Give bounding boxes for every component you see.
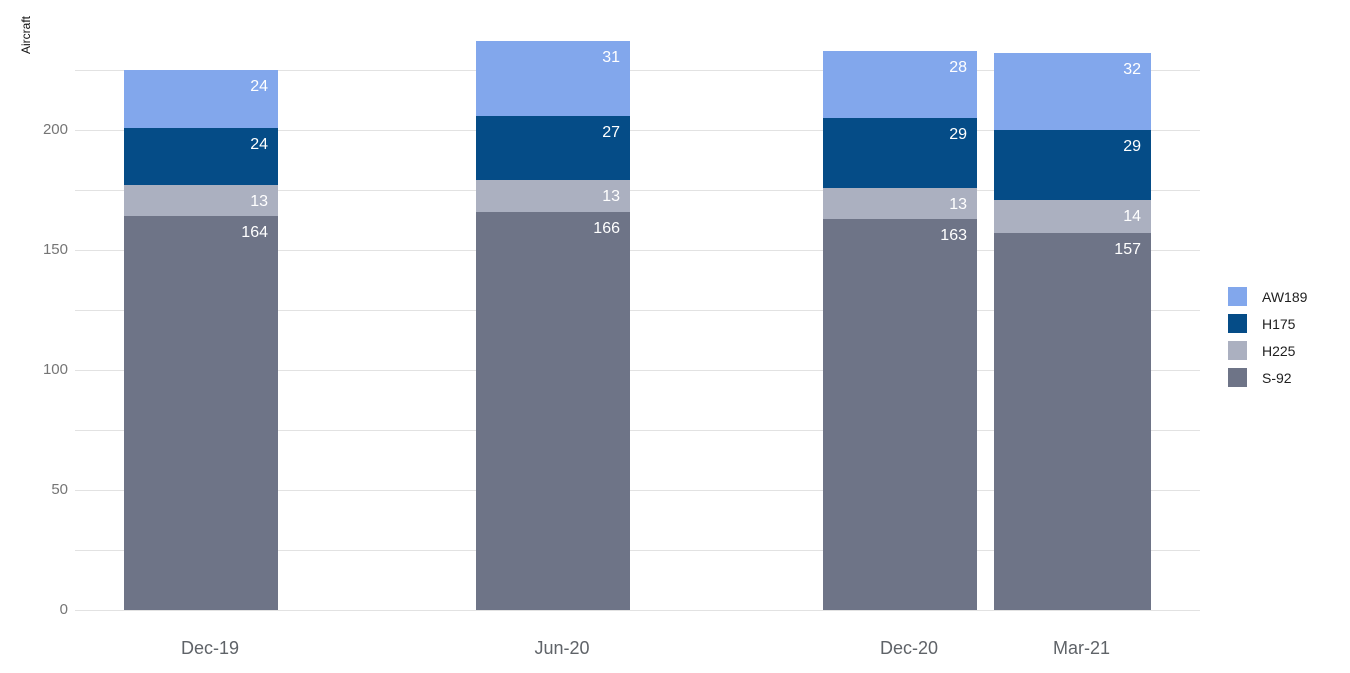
gridline xyxy=(75,370,1200,371)
legend-item: H225 xyxy=(1228,341,1307,360)
y-axis-tick-label: 50 xyxy=(51,481,68,498)
legend-swatch xyxy=(1228,287,1247,306)
y-axis-tick-label: 0 xyxy=(59,601,68,618)
legend-swatch xyxy=(1228,314,1247,333)
bar-value-label: 24 xyxy=(250,135,268,153)
bar-value-label: 24 xyxy=(250,78,268,95)
bar-segment: 29 xyxy=(994,130,1151,200)
y-axis-title: Aircraft xyxy=(19,15,33,54)
gridline xyxy=(75,130,1200,131)
bar-segment: 27 xyxy=(476,115,630,181)
bar-segment: 32 xyxy=(994,53,1151,130)
legend-swatch xyxy=(1228,341,1247,360)
gridline xyxy=(75,430,1200,431)
bar-value-label: 28 xyxy=(949,58,967,76)
bar-value-label: 29 xyxy=(1123,138,1141,155)
bar-value-label: 31 xyxy=(602,49,620,67)
legend-label: H225 xyxy=(1262,342,1296,359)
bar-value-label: 163 xyxy=(940,226,967,244)
x-axis-category-label: Jun-20 xyxy=(534,638,590,658)
gridline xyxy=(75,610,1200,611)
bar-segment: 28 xyxy=(823,50,977,118)
x-axis-category-label: Dec-19 xyxy=(180,638,240,658)
legend-label: H175 xyxy=(1262,315,1296,332)
y-axis-tick-label: 100 xyxy=(42,361,68,378)
bar-value-label: 27 xyxy=(602,123,620,141)
bar-value-label: 13 xyxy=(949,195,967,213)
legend: AW189 H175 H225 S-92 xyxy=(1228,287,1307,395)
bar-segment: 163 xyxy=(823,218,977,610)
legend-item: H175 xyxy=(1228,314,1307,333)
bar-segment: 13 xyxy=(476,180,630,212)
legend-swatch xyxy=(1228,368,1247,387)
x-axis-category-label: Dec-20 xyxy=(879,638,939,658)
gridline xyxy=(75,190,1200,191)
bar-segment: 24 xyxy=(124,127,278,186)
bar-segment: 164 xyxy=(124,216,278,610)
bar-segment: 29 xyxy=(823,118,977,188)
y-axis-tick-label: 200 xyxy=(42,121,68,138)
legend-label: AW189 xyxy=(1262,288,1308,305)
bar-segment: 14 xyxy=(994,199,1151,234)
y-axis-tick-label: 150 xyxy=(42,241,68,258)
gridline xyxy=(75,550,1200,551)
bar-value-label: 13 xyxy=(602,188,620,206)
bar-value-label: 164 xyxy=(241,224,268,242)
gridline xyxy=(75,310,1200,311)
gridline xyxy=(75,490,1200,491)
gridline xyxy=(75,70,1200,71)
bar-value-label: 29 xyxy=(949,126,967,143)
bar-value-label: 32 xyxy=(1123,61,1141,79)
bar-value-label: 14 xyxy=(1123,207,1141,225)
legend-item: S-92 xyxy=(1228,368,1307,387)
bar-segment: 166 xyxy=(476,211,630,610)
legend-item: AW189 xyxy=(1228,287,1307,306)
bar-segment: 24 xyxy=(124,70,278,128)
bar-value-label: 166 xyxy=(593,219,620,237)
bar-value-label: 157 xyxy=(1114,241,1141,259)
bar-value-label: 13 xyxy=(250,193,268,211)
x-axis-category-label: Mar-21 xyxy=(1052,638,1110,658)
bar-segment: 157 xyxy=(994,233,1151,610)
bar-segment: 13 xyxy=(124,185,278,217)
bar-segment: 31 xyxy=(476,41,630,116)
legend-label: S-92 xyxy=(1262,369,1292,386)
bar-segment: 13 xyxy=(823,187,977,219)
gridline xyxy=(75,250,1200,251)
